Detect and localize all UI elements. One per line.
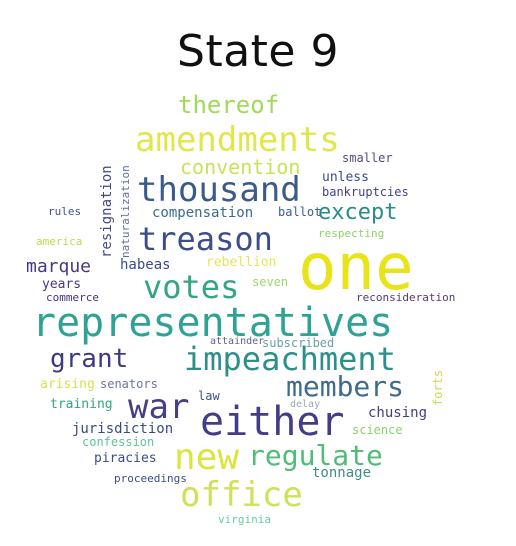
word-thereof: thereof (178, 91, 280, 119)
word-america: america (36, 235, 83, 248)
word-virginia: virginia (218, 513, 271, 526)
word-training: training (50, 397, 113, 412)
word-reconsideration: reconsideration (356, 291, 456, 304)
word-proceedings: proceedings (114, 472, 187, 485)
word-thousand: thousand (137, 170, 301, 210)
word-except: except (318, 200, 398, 225)
word-resignation: resignation (99, 165, 115, 258)
word-senators: senators (100, 377, 158, 391)
word-war: war (128, 387, 190, 427)
word-new: new (174, 437, 240, 478)
word-office: office (180, 475, 303, 515)
word-ballot: ballot (278, 205, 322, 219)
word-either: either (200, 399, 345, 445)
word-unless: unless (322, 170, 369, 185)
word-piracies: piracies (94, 451, 157, 466)
word-tonnage: tonnage (312, 465, 372, 481)
word-jurisdiction: jurisdiction (72, 421, 174, 437)
word-treason: treason (138, 220, 273, 258)
word-rebellion: rebellion (206, 255, 277, 270)
word-chusing: chusing (368, 405, 428, 421)
word-law: law (198, 389, 220, 403)
word-compensation: compensation (152, 205, 254, 221)
word-arising: arising (40, 377, 95, 392)
word-marque: marque (26, 256, 92, 277)
word-impeachment: impeachment (184, 340, 396, 378)
word-grant: grant (50, 344, 129, 374)
word-votes: votes (143, 268, 240, 306)
word-one: one (298, 231, 414, 305)
word-respecting: respecting (318, 227, 385, 240)
word-amendments: amendments (135, 120, 340, 160)
word-convention: convention (180, 155, 301, 179)
word-delay: delay (290, 399, 321, 410)
word-attainder: attainder (210, 336, 265, 347)
word-representatives: representatives (32, 300, 394, 346)
word-members: members (286, 370, 405, 403)
word-naturalization: naturalization (119, 165, 132, 258)
word-habeas: habeas (120, 257, 171, 273)
word-subscribed: subscribed (262, 336, 335, 350)
word-commerce: commerce (46, 291, 99, 304)
word-science: science (352, 423, 403, 437)
word-forts: forts (431, 369, 445, 406)
word-years: years (42, 277, 82, 292)
word-regulate: regulate (248, 439, 383, 472)
word-smaller: smaller (342, 151, 393, 165)
word-rules: rules (48, 205, 82, 218)
word-confession: confession (82, 435, 155, 449)
page-title: State 9 (177, 26, 339, 77)
word-bankruptcies: bankruptcies (322, 185, 409, 199)
word-seven: seven (252, 275, 289, 289)
